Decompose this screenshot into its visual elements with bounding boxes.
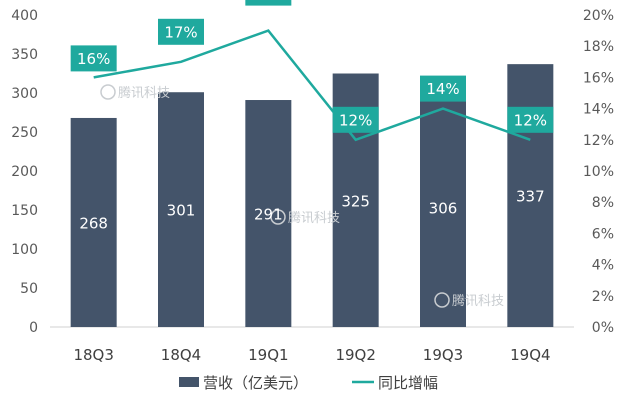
category-label: 18Q3 [73, 346, 113, 364]
growth-label-box [332, 106, 379, 133]
bar-value-label: 291 [254, 206, 283, 224]
right-tick-label: 14% [583, 102, 614, 118]
right-tick-label: 4% [592, 258, 614, 274]
legend-swatch-revenue [179, 377, 199, 387]
bar-value-label: 325 [341, 192, 370, 210]
watermark-text: 腾讯科技 [452, 293, 504, 309]
right-tick-label: 12% [583, 133, 614, 149]
left-tick-label: 50 [20, 281, 38, 297]
left-tick-label: 250 [11, 125, 38, 141]
right-axis-ticks: 0% 2% 4% 6% 8% 10% 12% 14% 16% 18% 20% [583, 8, 614, 336]
right-tick-label: 20% [583, 8, 614, 24]
bar-series [70, 64, 554, 328]
growth-line [93, 29, 531, 142]
left-tick-label: 0 [29, 320, 38, 336]
left-axis-ticks: 0 50 100 150 200 250 300 350 400 [11, 8, 38, 336]
bar-value-labels: 268 301 291 325 306 337 [79, 188, 544, 233]
bar-value-label: 306 [429, 200, 458, 218]
growth-label-box [70, 45, 117, 72]
left-tick-label: 200 [11, 164, 38, 180]
growth-value-labels: 16% 17% 19% 12% 14% 12% [70, 0, 554, 133]
growth-value-label: 14% [426, 80, 459, 98]
growth-label-box [507, 106, 554, 133]
bar [70, 117, 117, 328]
category-labels: 18Q3 18Q4 19Q1 19Q2 19Q3 19Q4 [73, 346, 550, 364]
watermark-icon [434, 292, 450, 308]
growth-label-box [245, 0, 292, 6]
right-tick-label: 0% [592, 320, 614, 336]
watermark-icon [270, 209, 286, 225]
legend: 营收（亿美元） 同比增幅 [179, 374, 438, 392]
category-label: 19Q1 [248, 346, 288, 364]
category-label: 18Q4 [161, 346, 201, 364]
legend-label-revenue: 营收（亿美元） [203, 374, 308, 392]
bar [158, 92, 204, 327]
right-tick-label: 10% [583, 164, 614, 180]
right-tick-label: 8% [592, 195, 614, 211]
category-label: 19Q4 [510, 346, 550, 364]
bar-value-label: 268 [79, 214, 108, 232]
watermark-icon [100, 84, 116, 100]
watermark-text: 腾讯科技 [288, 210, 340, 226]
right-tick-label: 16% [583, 70, 614, 86]
bar [420, 88, 466, 327]
left-tick-label: 400 [11, 8, 38, 24]
growth-value-label: 16% [77, 50, 110, 68]
legend-label-growth: 同比增幅 [378, 374, 438, 392]
growth-value-label: 17% [164, 23, 197, 41]
left-tick-label: 300 [11, 86, 38, 102]
right-tick-label: 6% [592, 226, 614, 242]
growth-label-box [420, 75, 466, 102]
category-label: 19Q2 [335, 346, 375, 364]
left-tick-label: 100 [11, 242, 38, 258]
growth-value-label: 19% [252, 0, 285, 2]
growth-value-label: 12% [339, 111, 372, 129]
left-tick-label: 150 [11, 203, 38, 219]
left-tick-label: 350 [11, 47, 38, 63]
growth-value-label: 12% [514, 111, 547, 129]
bar-value-label: 337 [516, 188, 545, 206]
right-tick-label: 18% [583, 39, 614, 55]
watermark-text: 腾讯科技 [118, 85, 170, 101]
growth-label-box [158, 18, 204, 45]
bar-value-label: 301 [167, 202, 196, 220]
category-label: 19Q3 [423, 346, 463, 364]
right-tick-label: 2% [592, 289, 614, 305]
